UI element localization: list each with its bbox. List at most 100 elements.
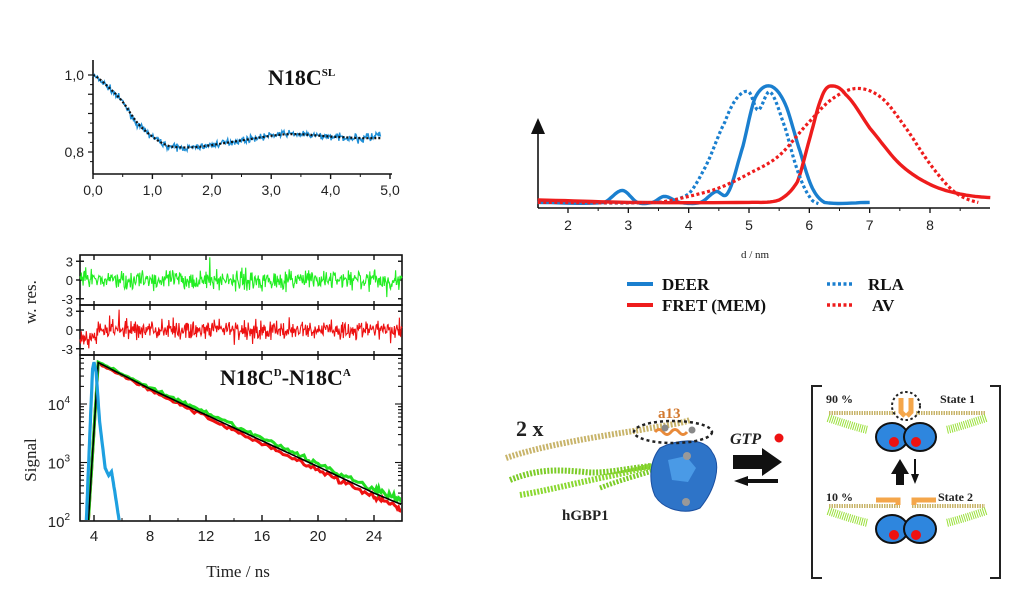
y-tick-label: 0 bbox=[66, 273, 73, 288]
x-tick-label: 16 bbox=[254, 528, 271, 545]
distance-axes: 2 3 4 5 6 7 8 bbox=[531, 118, 990, 233]
residuals-axes: 30-330-3 bbox=[61, 254, 403, 357]
gtp-dot-icon bbox=[889, 530, 899, 540]
decay-series bbox=[84, 359, 401, 520]
legend-label-av: AV bbox=[872, 296, 895, 315]
legend-item-av: AV bbox=[827, 296, 895, 315]
residuals-series bbox=[79, 257, 403, 349]
middle-domain-right bbox=[945, 507, 988, 527]
decay-ylabel: Signal bbox=[21, 438, 40, 482]
series-residuals-green bbox=[79, 257, 403, 298]
gtp-dot-icon bbox=[911, 530, 921, 540]
y-tick-label: 0,8 bbox=[65, 144, 85, 160]
middle-domain-helix-1 bbox=[508, 463, 651, 483]
state-1-percent: 90 % bbox=[826, 392, 853, 406]
x-tick-label: 2 bbox=[564, 217, 572, 233]
a13-highlight-circle bbox=[891, 391, 921, 421]
x-tick-label: 6 bbox=[805, 217, 813, 233]
x-tick-label: 0,0 bbox=[83, 182, 103, 198]
a13-helix bbox=[653, 428, 689, 436]
distance-panel: 2 3 4 5 6 7 8 d / nm DEER FRET (MEM) RLA AV bbox=[531, 84, 991, 315]
residuals-ylabel: w. res. bbox=[21, 280, 40, 324]
series-irf bbox=[84, 361, 121, 520]
x-tick-label: 8 bbox=[926, 217, 934, 233]
globular-domain-right bbox=[903, 514, 937, 544]
deer-timetrace-title: N18CSL bbox=[268, 65, 335, 90]
bracket-left bbox=[811, 385, 822, 579]
a13-helix-left bbox=[876, 497, 901, 505]
middle-domain-right bbox=[945, 414, 988, 434]
gtp-dot-icon bbox=[911, 437, 921, 447]
series-av bbox=[537, 86, 979, 205]
deer-timetrace-panel: 0,0 1,0 2,0 3,0 4,0 5,0 0,8 1,0 N18CSL bbox=[65, 60, 400, 198]
reverse-arrow-icon bbox=[734, 476, 778, 486]
label-site bbox=[683, 452, 691, 460]
decay-axes: 4 8 12 16 20 24 104 103 102 bbox=[48, 354, 403, 545]
distance-xlabel: d / nm bbox=[741, 249, 770, 261]
y-tick-label: 1,0 bbox=[65, 67, 85, 83]
x-tick-label: 12 bbox=[198, 528, 215, 545]
middle-domain-left bbox=[826, 507, 869, 527]
equilibrium-up-arrow-icon bbox=[891, 459, 909, 485]
x-tick-label: 7 bbox=[866, 217, 874, 233]
y-axis-arrow-icon bbox=[531, 118, 545, 134]
x-tick-label: 4 bbox=[90, 528, 98, 545]
x-tick-label: 24 bbox=[366, 528, 383, 545]
y-tick-label: 0 bbox=[66, 323, 73, 338]
series-deer-signal bbox=[92, 73, 382, 154]
x-tick-label: 3,0 bbox=[261, 182, 281, 198]
decay-frame bbox=[79, 354, 403, 522]
decay-panel: 4 8 12 16 20 24 104 103 102 N18CD-N18CA Signal T… bbox=[21, 354, 403, 581]
state-2-label: State 2 bbox=[938, 490, 973, 504]
y-tick-label: 103 bbox=[48, 454, 71, 473]
middle-domain-left bbox=[826, 414, 869, 434]
gtp-dot-icon bbox=[774, 433, 784, 443]
series-residuals-red bbox=[79, 309, 403, 349]
series-fit bbox=[87, 361, 401, 520]
series-rla bbox=[537, 89, 820, 206]
legend-item-fret: FRET (MEM) bbox=[627, 296, 766, 315]
state-2-dimer: 10 % State 2 bbox=[826, 490, 988, 544]
y-tick-label: 3 bbox=[66, 254, 73, 269]
x-tick-label: 20 bbox=[310, 528, 327, 545]
bracket-right bbox=[990, 385, 1001, 579]
protein-label: hGBP1 bbox=[562, 508, 609, 524]
stalk-helix bbox=[505, 417, 692, 461]
a13-highlight-ellipse bbox=[632, 419, 714, 445]
y-tick-label: 104 bbox=[48, 395, 71, 414]
a13-helix-right bbox=[911, 497, 936, 505]
distance-series bbox=[537, 84, 991, 206]
x-tick-label: 3 bbox=[624, 217, 632, 233]
reaction-arrows: GTP bbox=[730, 431, 784, 486]
y-tick-label: -3 bbox=[61, 292, 73, 307]
decay-series-group bbox=[84, 359, 401, 520]
label-site bbox=[682, 498, 690, 506]
label-site bbox=[661, 424, 669, 432]
series-fret-mem bbox=[537, 84, 991, 205]
x-tick-label: 4 bbox=[685, 217, 693, 233]
hgbp1-structure: a13 hGBP1 bbox=[505, 406, 718, 524]
state-1-label: State 1 bbox=[940, 392, 975, 406]
distance-legend: DEER FRET (MEM) RLA AV bbox=[627, 275, 905, 315]
x-tick-label: 5 bbox=[745, 217, 753, 233]
forward-arrow-icon bbox=[733, 448, 782, 476]
gtp-label: GTP bbox=[730, 431, 761, 448]
deer-timetrace-axes: 0,0 1,0 2,0 3,0 4,0 5,0 0,8 1,0 bbox=[65, 60, 400, 198]
legend-item-deer: DEER bbox=[627, 275, 710, 294]
y-tick-label: -3 bbox=[61, 342, 73, 357]
x-tick-label: 4,0 bbox=[321, 182, 341, 198]
x-tick-label: 5,0 bbox=[380, 182, 400, 198]
state-1-dimer: 90 % State 1 bbox=[826, 391, 988, 452]
y-tick-label: 102 bbox=[48, 512, 71, 531]
globular-domain-right bbox=[903, 422, 937, 452]
equilibrium-down-arrow-icon bbox=[911, 459, 919, 484]
gtp-dot-icon bbox=[889, 437, 899, 447]
series-red-decay bbox=[86, 360, 401, 520]
decay-xlabel: Time / ns bbox=[206, 562, 270, 581]
dimer-states-box: 90 % State 1 10 % State 2 bbox=[811, 385, 1001, 579]
deer-timetrace-series bbox=[92, 73, 382, 154]
a13-label: a13 bbox=[658, 406, 681, 422]
x-tick-label: 1,0 bbox=[143, 182, 163, 198]
legend-label-rla: RLA bbox=[868, 275, 905, 294]
